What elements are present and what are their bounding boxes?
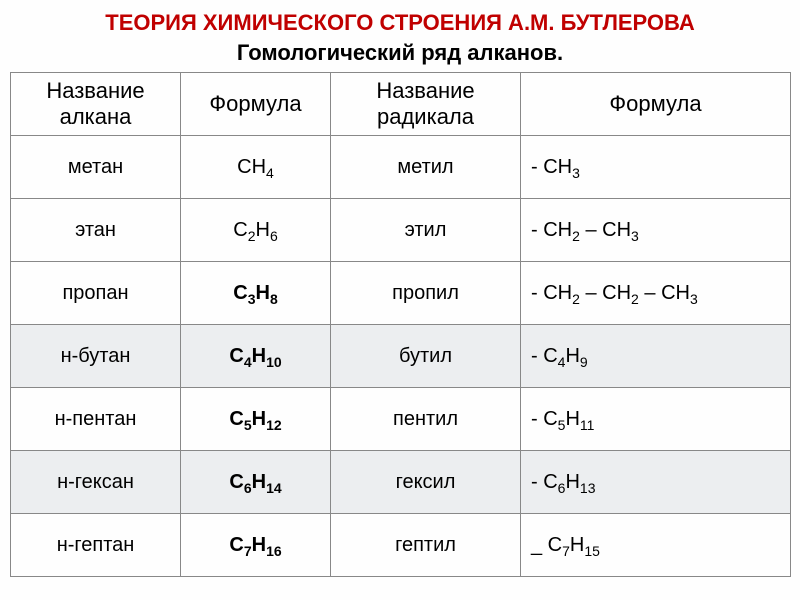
cell-radical-formula: - C5H11 xyxy=(521,388,791,451)
cell-formula: C6H14 xyxy=(181,451,331,514)
cell-alkane-name: н-бутан xyxy=(11,325,181,388)
cell-formula: C3H8 xyxy=(181,262,331,325)
cell-alkane-name: н-пентан xyxy=(11,388,181,451)
header-radical: Название радикала xyxy=(331,73,521,136)
header-name: Название алкана xyxy=(11,73,181,136)
cell-radical-name: этил xyxy=(331,199,521,262)
table-header-row: Название алкана Формула Название радикал… xyxy=(11,73,791,136)
cell-formula: C7H16 xyxy=(181,514,331,577)
cell-radical-formula: - CH2 – CH2 – CH3 xyxy=(521,262,791,325)
cell-radical-formula: _ C7H15 xyxy=(521,514,791,577)
cell-radical-name: гептил xyxy=(331,514,521,577)
cell-radical-name: бутил xyxy=(331,325,521,388)
cell-radical-formula: - C6H13 xyxy=(521,451,791,514)
cell-alkane-name: пропан xyxy=(11,262,181,325)
table-row: н-гексанC6H14гексил- C6H13 xyxy=(11,451,791,514)
cell-formula: C5H12 xyxy=(181,388,331,451)
subtitle: Гомологический ряд алканов. xyxy=(0,40,800,72)
header-formula: Формула xyxy=(181,73,331,136)
cell-radical-formula: - CH3 xyxy=(521,136,791,199)
table-row: этанC2H6этил- CH2 – CH3 xyxy=(11,199,791,262)
header-rformula: Формула xyxy=(521,73,791,136)
cell-alkane-name: н-гексан xyxy=(11,451,181,514)
table-row: н-бутанC4H10бутил- C4H9 xyxy=(11,325,791,388)
cell-alkane-name: метан xyxy=(11,136,181,199)
table-row: пропанC3H8пропил- CH2 – CH2 – CH3 xyxy=(11,262,791,325)
alkanes-table: Название алкана Формула Название радикал… xyxy=(10,72,791,577)
cell-radical-name: пропил xyxy=(331,262,521,325)
cell-radical-formula: - CH2 – CH3 xyxy=(521,199,791,262)
table-row: н-пентанC5H12пентил- C5H11 xyxy=(11,388,791,451)
table-row: метанCH4метил- CH3 xyxy=(11,136,791,199)
cell-radical-name: метил xyxy=(331,136,521,199)
cell-radical-name: гексил xyxy=(331,451,521,514)
cell-radical-name: пентил xyxy=(331,388,521,451)
cell-alkane-name: этан xyxy=(11,199,181,262)
cell-radical-formula: - C4H9 xyxy=(521,325,791,388)
main-title: ТЕОРИЯ ХИМИЧЕСКОГО СТРОЕНИЯ А.М. БУТЛЕРО… xyxy=(0,0,800,40)
cell-formula: C2H6 xyxy=(181,199,331,262)
cell-formula: CH4 xyxy=(181,136,331,199)
cell-alkane-name: н-гептан xyxy=(11,514,181,577)
cell-formula: C4H10 xyxy=(181,325,331,388)
table-row: н-гептанC7H16гептил_ C7H15 xyxy=(11,514,791,577)
